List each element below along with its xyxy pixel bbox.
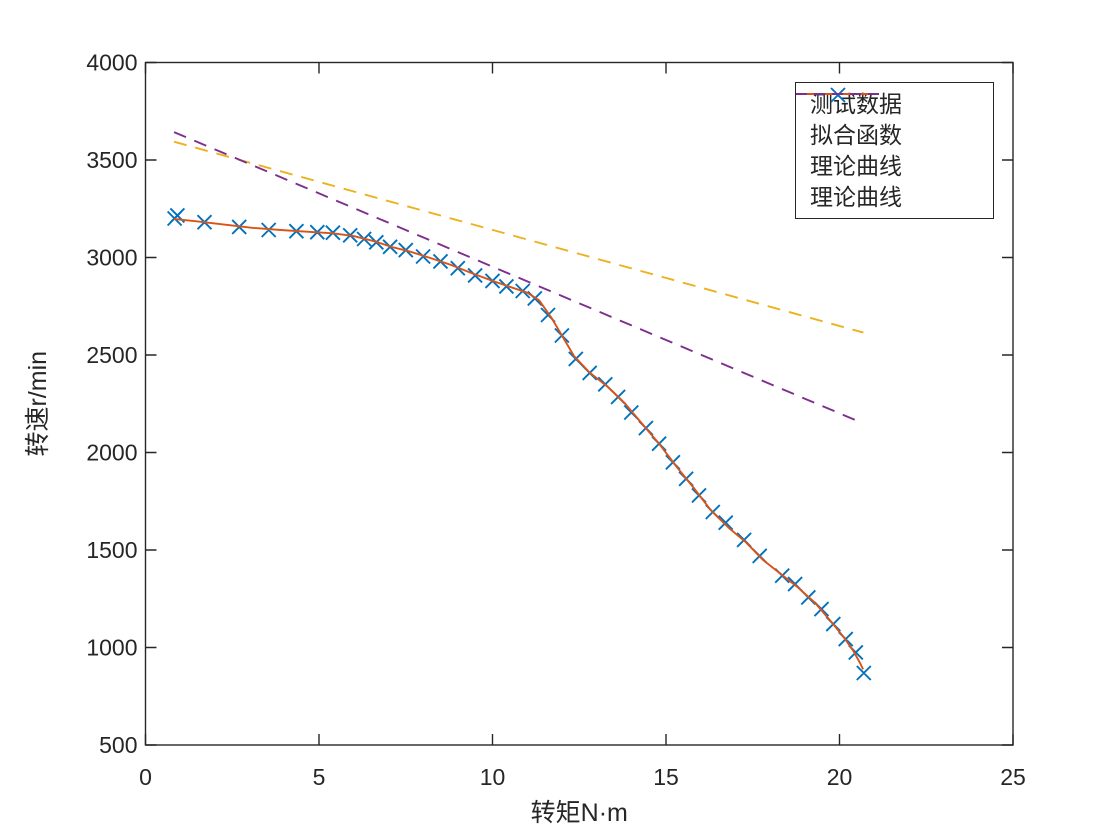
y-tick-label: 1500 [86,537,137,563]
x-tick-label: 20 [827,764,853,790]
x-tick-label: 5 [313,764,326,790]
legend-label-fit-function: 拟合函数 [810,121,902,148]
theory-line-3 [173,131,863,424]
legend-label-theory-curve-1: 理论曲线 [810,152,902,179]
theory-line-2 [173,140,864,334]
axis-ticks [144,61,1014,746]
x-tick-label: 10 [480,764,506,790]
legend: 测试数据 拟合函数 理论曲线 理论曲线 [795,82,994,219]
test-data-markers [166,207,872,681]
series-layer [166,131,872,681]
legend-item-theory-curve-2: 理论曲线 [796,93,993,213]
y-tick-label: 2500 [86,342,137,368]
y-tick-label: 3500 [86,147,137,173]
y-axis-label: 转速r/min [24,351,52,457]
y-tick-label: 4000 [86,50,137,76]
x-axis-label: 转矩N·m [531,799,628,827]
axes-layer [144,61,1014,746]
legend-label-theory-curve-2: 理论曲线 [810,183,902,210]
fit-line [173,217,864,670]
plot-box [144,61,1014,746]
y-tick-label: 1000 [86,635,137,661]
x-tick-label: 25 [1000,764,1026,790]
legend-item-theory-curve-1: 理论曲线 [796,93,993,182]
legend-x-marker-sample [830,87,846,103]
y-tick-label: 2000 [86,440,137,466]
x-tick-label: 15 [653,764,679,790]
axis-labels-layer: 0 5 10 15 20 25 500 1000 1500 2000 2500 3000 3500 400… [24,50,1026,828]
legend-x-glyph [830,87,846,103]
legend-dashed-line-sample-2 [796,93,879,95]
y-tick-label: 3000 [86,245,137,271]
y-tick-label: 500 [99,732,137,758]
legend-item-fit-function: 拟合函数 [796,93,993,151]
x-tick-label: 0 [139,764,152,790]
